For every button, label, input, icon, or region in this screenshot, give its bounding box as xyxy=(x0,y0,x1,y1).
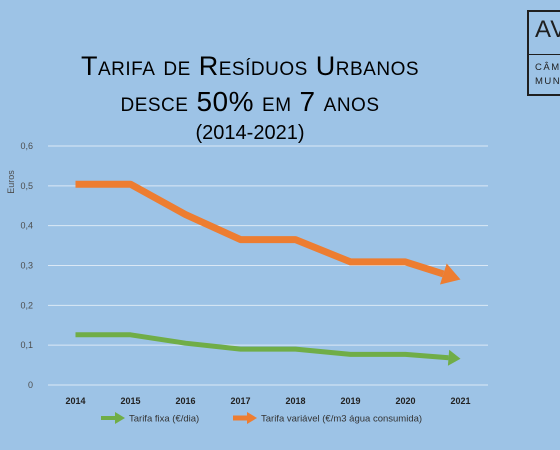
series-line-tarifa-variavel xyxy=(75,180,445,278)
title-line-1: Tarifa de Resíduos Urbanos xyxy=(80,51,420,81)
y-tick-label: 0,5 xyxy=(20,181,33,191)
title-word-anos: anos xyxy=(323,87,380,117)
x-tick-label: 2019 xyxy=(340,396,360,406)
x-tick-label: 2020 xyxy=(395,396,415,406)
y-axis-label: Euros xyxy=(6,170,16,194)
y-tick-label: 0,2 xyxy=(20,300,33,310)
y-tick-label: 0,1 xyxy=(20,340,33,350)
x-tick-label: 2021 xyxy=(450,396,470,406)
title-word-em: em xyxy=(262,87,292,117)
legend-swatch-arrow xyxy=(247,412,257,424)
logo-subtext-2: MUN xyxy=(535,76,560,87)
title-word-desce: desce xyxy=(120,87,189,117)
chart-title: Tarifa de Resíduos Urbanos desce 50% em … xyxy=(0,48,500,146)
series-arrow-tarifa-fixa xyxy=(447,349,461,366)
y-tick-label: 0,3 xyxy=(20,261,33,271)
series-arrow-tarifa-variavel xyxy=(440,263,461,285)
x-tick-label: 2016 xyxy=(175,396,195,406)
y-tick-label: 0 xyxy=(28,380,33,390)
logo: AV CÂM MUN xyxy=(527,10,560,96)
x-tick-label: 2015 xyxy=(120,396,140,406)
series-line-tarifa-fixa xyxy=(75,332,449,361)
legend-swatch-arrow xyxy=(115,412,125,424)
y-tick-label: 0,4 xyxy=(20,221,33,231)
x-tick-label: 2018 xyxy=(285,396,305,406)
x-tick-label: 2014 xyxy=(65,396,85,406)
logo-text: AV xyxy=(535,16,560,43)
chart-subtitle: (2014-2021) xyxy=(195,122,305,144)
title-line-2: desce 50% em 7 anos xyxy=(0,84,500,120)
title-percent: 50% xyxy=(196,86,255,117)
logo-subtext-1: CÂM xyxy=(535,62,560,73)
logo-divider xyxy=(529,54,560,55)
x-tick-label: 2017 xyxy=(230,396,250,406)
y-tick-label: 0,6 xyxy=(20,141,33,151)
title-number: 7 xyxy=(299,86,316,117)
legend-item-tarifa-variavel: Tarifa variável (€/m3 água consumida) xyxy=(261,414,422,425)
legend-item-tarifa-fixa: Tarifa fixa (€/dia) xyxy=(129,414,199,425)
